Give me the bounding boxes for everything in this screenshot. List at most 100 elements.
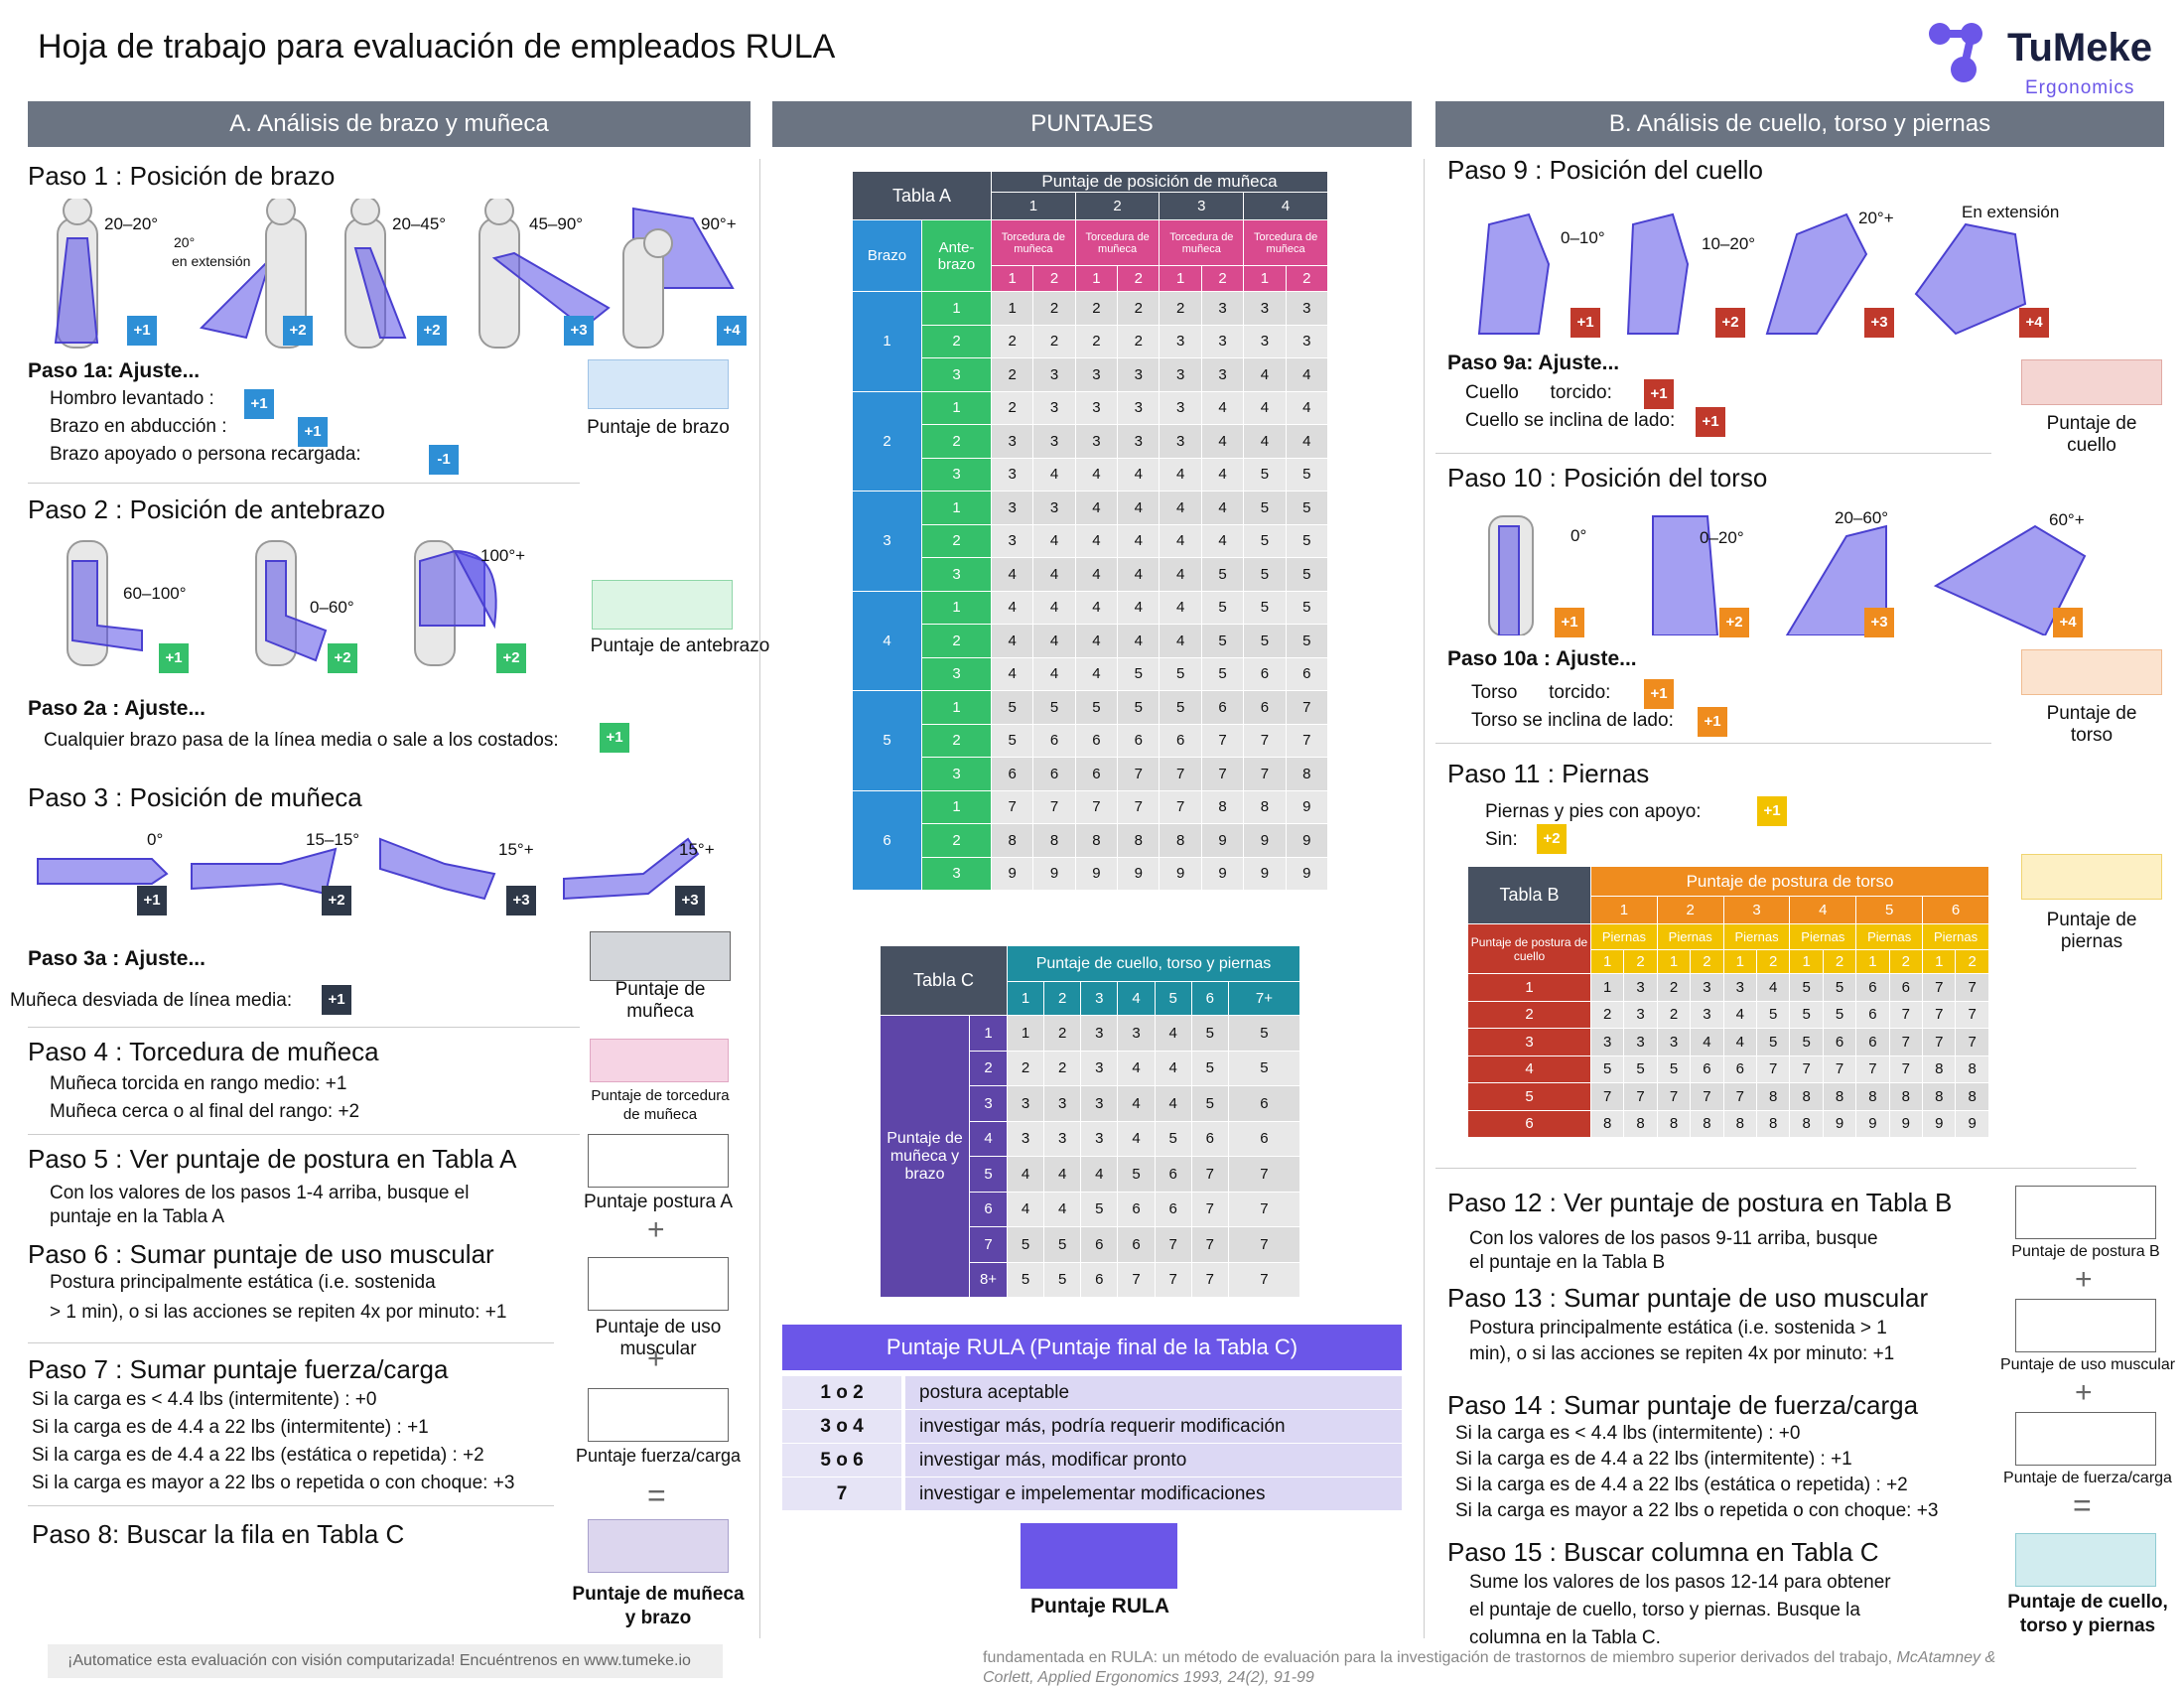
step-text: Si la carga es < 4.4 lbs (intermitente) … [1455,1423,1801,1444]
legs-header: Piernas [1855,923,1924,950]
table-value: 6 [1227,1085,1301,1122]
table-value: 8 [1285,757,1329,791]
table-value: 3 [1159,324,1202,358]
footer-cta[interactable]: ¡Automatice esta evaluación con visión c… [48,1644,723,1678]
arm-score-box[interactable] [588,359,729,409]
table-value: 8 [1117,823,1160,858]
wrist-score-label: Puntaje de muñeca [614,979,706,1022]
table-value: 7 [1200,757,1245,791]
table-value: 3 [990,523,1034,558]
table-value: 3 [1074,390,1119,425]
table-value: 9 [1200,823,1245,858]
table-value: 7 [1922,1028,1957,1056]
posture-b-score-box[interactable] [2015,1186,2156,1239]
final-score-row: 3 o 4 investigar más, podría requerir mod… [782,1410,1402,1443]
table-value: 5 [1756,1028,1791,1056]
neck-score-box[interactable] [2021,359,2162,405]
table-value: 4 [1722,1028,1758,1056]
table-value: 5 [1589,1055,1625,1083]
table-value: 3 [1080,1015,1119,1052]
arm-figure-2 [200,199,307,349]
column-label: 2 [1074,192,1160,220]
wrist-twist-score-box[interactable] [590,1039,729,1082]
table-value: 9 [1285,856,1329,891]
table-value: 5 [1756,1000,1791,1029]
table-value: 9 [1074,856,1119,891]
final-score-row: 1 o 2 postura aceptable [782,1376,1402,1409]
table-value: 6 [1822,1028,1857,1056]
table-value: 3 [1032,390,1076,425]
table-value: 3 [990,491,1034,525]
table-value: 8 [1855,1082,1890,1111]
score-badge: +1 [1644,379,1674,409]
wrist-score-box[interactable] [590,931,731,981]
table-value: 7 [1888,1055,1924,1083]
table-value: 2 [1117,291,1160,326]
arm-score-label: Puntaje de brazo [587,417,730,438]
trunk-score-box[interactable] [2021,649,2162,695]
table-value: 4 [1074,523,1119,558]
final-score-range: 1 o 2 [782,1376,901,1409]
step-text: Si la carga es de 4.4 a 22 lbs (estática… [32,1445,484,1466]
twist-label: 2 [1117,265,1160,292]
force-score-label: Puntaje fuerza/carga [575,1446,742,1466]
step-5-title: Paso 5 : Ver puntaje de postura en Tabla… [28,1144,517,1174]
table-value: 6 [1080,1226,1119,1263]
angle-label: 15°+ [498,840,534,859]
table-value: 5 [1080,1191,1119,1227]
final-score-action: investigar más, modificar pronto [905,1444,1402,1477]
neck-trunk-legs-score-box[interactable] [2015,1533,2156,1587]
table-value: 5 [1006,1261,1045,1298]
logo-sub: Ergonomics [2025,77,2135,98]
angle-label: 20° [174,234,196,250]
rula-score-label: Puntaje RULA [1029,1595,1169,1618]
wrist-arm-score-box[interactable] [588,1519,729,1573]
table-value: 4 [1722,1000,1758,1029]
table-value: 7 [1955,1000,1989,1029]
table-value: 8 [1243,789,1287,824]
score-badge: +4 [2053,608,2083,637]
table-value: 8 [1888,1082,1924,1111]
force-score-box[interactable] [588,1388,729,1442]
table-value: 5 [1006,1226,1045,1263]
table-value: 5 [1190,1015,1229,1052]
forearm-label: 2 [921,624,992,658]
score-badge: +1 [159,643,189,673]
column-label: 4 [1243,192,1328,220]
table-value: 2 [990,390,1034,425]
forearm-score-box[interactable] [592,580,733,630]
table-value: 6 [1117,1226,1156,1263]
step-text: > 1 min), o si las acciones se repiten 4… [50,1302,507,1323]
arm-label: 4 [852,590,922,691]
row-header: Ante- brazo [921,219,992,292]
score-badge: +2 [1715,308,1745,338]
table-value: 7 [1243,757,1287,791]
angle-label: 20–60° [1835,508,1889,527]
step-4-title: Paso 4 : Torcedura de muñeca [28,1037,379,1066]
rula-score-box[interactable] [1021,1523,1177,1589]
muscle-use-score-box[interactable] [588,1257,729,1311]
muscle-use-b-score-box[interactable] [2015,1299,2156,1352]
legs-score-box[interactable] [2021,854,2162,900]
plus-sign: + [647,1342,665,1375]
step-text: Con los valores de los pasos 1-4 arriba,… [50,1183,470,1203]
force-b-score-box[interactable] [2015,1412,2156,1466]
table-value: 9 [1200,856,1245,891]
legs-score-label: Puntaje de piernas [2046,910,2137,952]
table-value: 1 [990,291,1034,326]
arm-label: 6 [852,789,922,891]
table-value: 3 [1285,324,1329,358]
table-value: 6 [1117,723,1160,758]
forearm-label: 3 [921,757,992,791]
column-header: Puntaje de cuello, torso y piernas [1007,945,1300,982]
posture-a-score-box[interactable] [588,1134,729,1188]
table-value: 3 [1032,491,1076,525]
angle-label: 15–15° [306,830,360,849]
table-value: 5 [1285,491,1329,525]
forearm-label: 1 [921,491,992,525]
legs-label: 1 [1855,949,1890,974]
table-value: 5 [1159,690,1202,725]
step-text: Sume los valores de los pasos 12-14 para… [1469,1572,1891,1593]
column-label: 3 [1080,981,1119,1016]
table-value: 3 [1117,390,1160,425]
